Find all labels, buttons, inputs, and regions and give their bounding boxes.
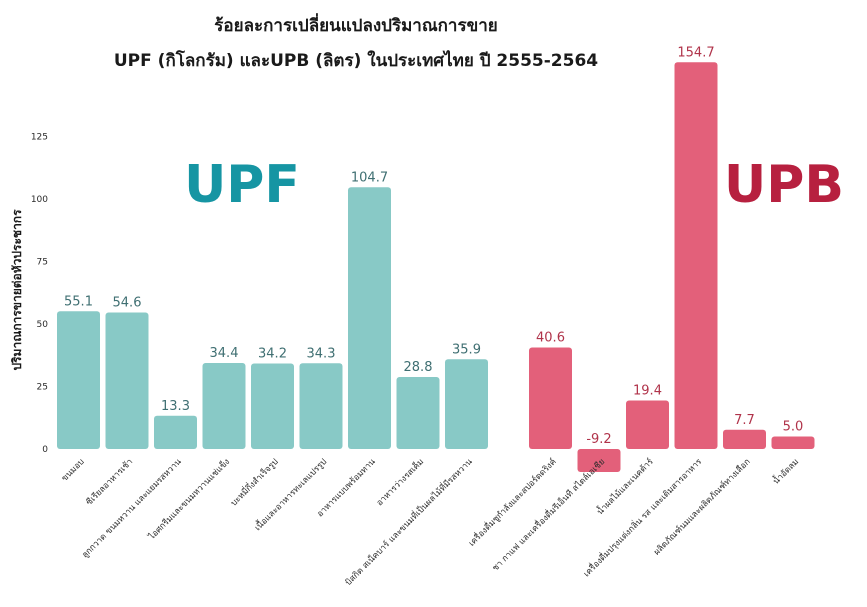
value-label: 5.0: [783, 420, 804, 435]
y-axis-ticks: 0 25 50 75 100 125: [31, 133, 48, 456]
bar: [57, 311, 100, 449]
chart-title-line-1: ร้อยละการเปลี่ยนแปลงปริมาณการขาย: [214, 13, 497, 36]
bar: [154, 415, 197, 449]
value-label: 34.3: [307, 346, 336, 361]
category-label: น้ำอัดลม: [770, 456, 801, 487]
value-label: 34.2: [258, 347, 287, 362]
y-tick-label: 100: [31, 195, 48, 205]
y-axis-label: ปริมาณการขายต่อหัวประชากร: [10, 209, 24, 371]
bar: [348, 187, 391, 449]
y-tick-label: 25: [37, 383, 48, 393]
category-label: ซีเรียลอาหารเช้า: [84, 456, 135, 507]
category-label: ลูกกวาด ขนมหวาน และแยมรสหวาน: [80, 457, 184, 561]
bars: [57, 62, 815, 472]
value-labels: 55.1 54.6 13.3 34.4 34.2 34.3 104.7 28.8 35.9 40.…: [64, 45, 803, 447]
bar: [626, 400, 669, 449]
value-label: 54.6: [113, 296, 142, 311]
category-label: ผลิตภัณฑ์นมและผลิตภัณฑ์ทางเลือก: [651, 456, 752, 557]
value-label: 104.7: [351, 170, 388, 185]
value-label: 13.3: [161, 399, 190, 414]
chart-title-line-2: UPF (กิโลกรัม) และUPB (ลิตร) ในประเทศไทย…: [114, 50, 598, 71]
bar: [251, 363, 294, 449]
category-label: ขนมอบ: [60, 457, 87, 484]
y-tick-label: 0: [42, 445, 48, 455]
value-label: 28.8: [404, 360, 433, 375]
y-tick-label: 125: [31, 133, 48, 143]
value-label: 35.9: [452, 342, 481, 357]
value-label: 19.4: [633, 384, 662, 399]
bar: [202, 363, 246, 449]
category-label: ไอศกรีมและขนมหวานแช่แข็ง: [145, 456, 232, 543]
bar: [445, 359, 488, 449]
bar: [723, 429, 766, 449]
bar: [299, 363, 343, 449]
group-label-upb: UPB: [724, 155, 844, 215]
value-label: -9.2: [586, 432, 611, 447]
category-label: บะหมี่กึ่งสำเร็จรูป: [228, 456, 281, 509]
bar: [577, 449, 621, 472]
bar: [529, 347, 572, 449]
value-label: 34.4: [210, 346, 239, 361]
value-label: 7.7: [734, 413, 755, 428]
group-label-upf: UPF: [184, 155, 300, 215]
bar: [396, 377, 440, 449]
value-label: 55.1: [64, 294, 93, 309]
bar: [674, 62, 718, 449]
category-label: เครื่องดื่มชูกำลังและสปอร์ตดริงค์: [466, 456, 559, 549]
value-label: 154.7: [677, 45, 714, 60]
bar: [105, 312, 149, 449]
chart-title: ร้อยละการเปลี่ยนแปลงปริมาณการขาย UPF (กิ…: [114, 13, 598, 71]
category-label: อาหารว่างรสเค็ม: [373, 456, 426, 509]
value-label: 40.6: [536, 331, 565, 346]
y-tick-label: 75: [37, 258, 48, 268]
bar: [771, 436, 815, 449]
y-tick-label: 50: [37, 320, 49, 330]
